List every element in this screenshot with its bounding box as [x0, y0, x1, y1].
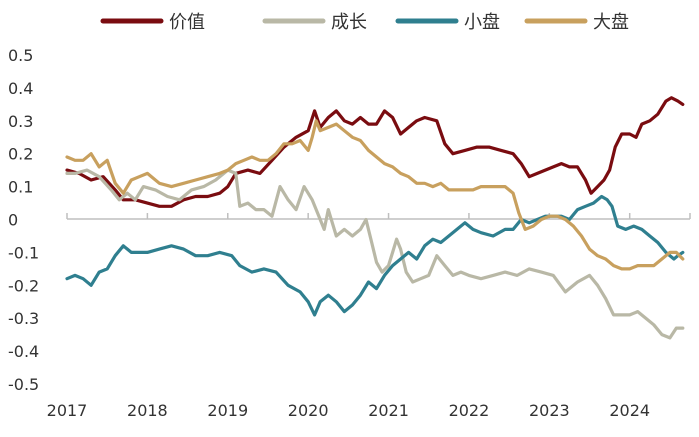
legend-label: 大盘 [593, 12, 629, 33]
y-tick-label: 0 [8, 211, 18, 230]
x-axis: 2017 2018 2019 2020 2021 2022 2023 2024 [47, 213, 691, 420]
x-tick-label: 2019 [207, 401, 248, 420]
x-tick-label: 2023 [529, 401, 570, 420]
y-tick-label: -0.4 [8, 342, 39, 361]
y-tick-label: -0.1 [8, 243, 39, 262]
series-line-3 [65, 119, 685, 271]
y-tick-label: 0.3 [8, 112, 33, 131]
y-axis-ticks: 0.5 0.4 0.3 0.2 0.1 0 -0.1 -0.2 -0.3 -0.4 -0.5 [8, 46, 39, 394]
x-tick-label: 2017 [47, 401, 88, 420]
y-tick-label: -0.2 [8, 276, 39, 295]
y-tick-label: -0.5 [8, 375, 39, 394]
series-line-0 [65, 96, 685, 208]
y-tick-label: 0.1 [8, 178, 33, 197]
legend-label: 成长 [331, 12, 367, 33]
y-tick-label: -0.3 [8, 309, 39, 328]
series-line-1 [65, 168, 685, 340]
x-tick-label: 2022 [449, 401, 490, 420]
legend-label: 价值 [169, 12, 205, 33]
y-tick-label: 0.2 [8, 145, 33, 164]
x-tick-label: 2024 [609, 401, 650, 420]
legend: 价值 成长 小盘 大盘 [100, 12, 629, 33]
x-tick-label: 2018 [127, 401, 168, 420]
legend-label: 小盘 [464, 12, 500, 33]
y-tick-label: 0.5 [8, 46, 33, 65]
series-lines [65, 96, 685, 340]
x-tick-label: 2021 [368, 401, 409, 420]
x-tick-label: 2020 [288, 401, 329, 420]
series-line-2 [65, 194, 685, 317]
y-tick-label: 0.4 [8, 79, 33, 98]
